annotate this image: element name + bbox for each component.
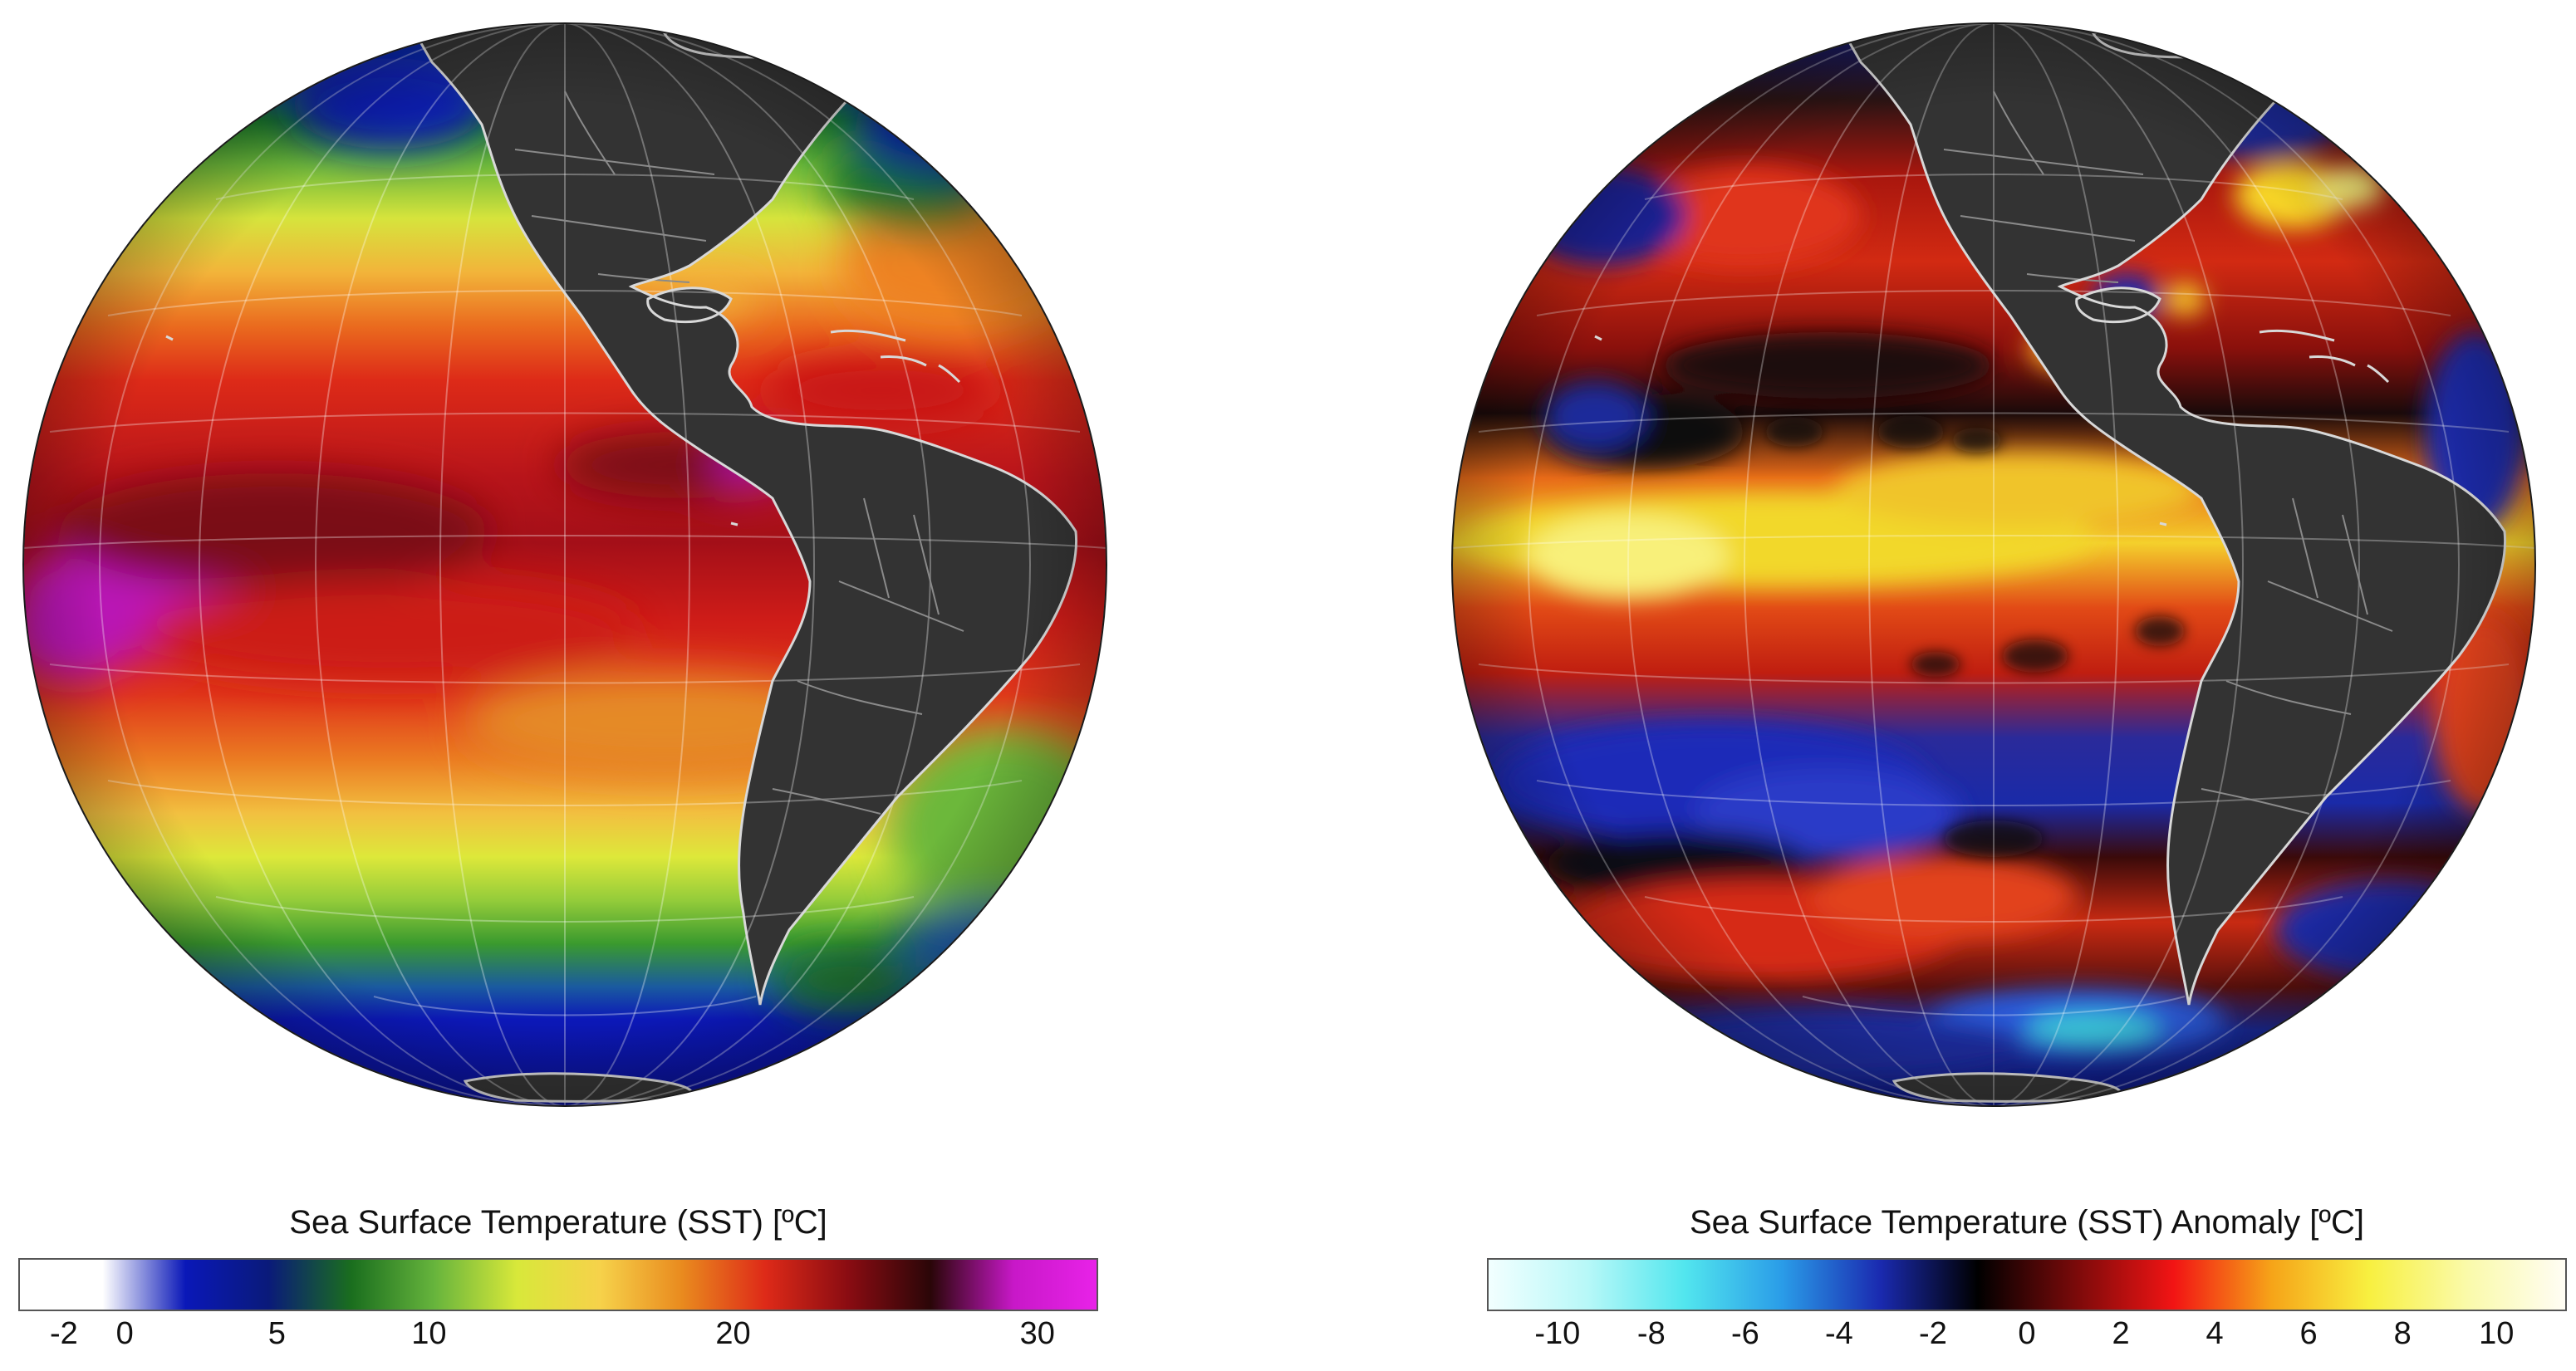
sst-anomaly-colorbar-tick: -8	[1636, 1316, 1666, 1351]
sst-colorbar-tick: -2	[50, 1316, 78, 1351]
sst-colorbar-title: Sea Surface Temperature (SST) [ºC]	[289, 1204, 827, 1241]
sst-anomaly-colorbar-tick: 8	[2393, 1316, 2412, 1351]
sst-anomaly-colorbar-tick: 10	[2479, 1316, 2515, 1351]
sst-anomaly-colorbar-tick: 2	[2112, 1316, 2130, 1351]
sst-anomaly-colorbar-tick: 6	[2299, 1316, 2318, 1351]
sst-colorbar-tick: 20	[715, 1316, 751, 1351]
sst-globe	[22, 22, 1107, 1107]
sst-anomaly-globe	[1451, 22, 2536, 1107]
sst-anomaly-colorbar-title: Sea Surface Temperature (SST) Anomaly [º…	[1690, 1204, 2364, 1241]
sst-anomaly-colorbar-tick: -6	[1730, 1316, 1759, 1351]
sst-anomaly-colorbar-tick: 0	[2018, 1316, 2036, 1351]
sst-colorbar-tick: 5	[267, 1316, 286, 1351]
sst-anomaly-colorbar-tick: 4	[2206, 1316, 2224, 1351]
sst-anomaly-colorbar-gradient	[1487, 1258, 2567, 1311]
sst-colorbar-tick: 10	[411, 1316, 447, 1351]
sst-colorbar-tick: 0	[115, 1316, 134, 1351]
sst-anomaly-colorbar-tick: -2	[1919, 1316, 1947, 1351]
sst-anomaly-colorbar-tick: -4	[1825, 1316, 1853, 1351]
sst-colorbar-gradient	[18, 1258, 1098, 1311]
sst-anomaly-colorbar-tick: -10	[1534, 1316, 1581, 1351]
sst-colorbar-tick: 30	[1019, 1316, 1055, 1351]
